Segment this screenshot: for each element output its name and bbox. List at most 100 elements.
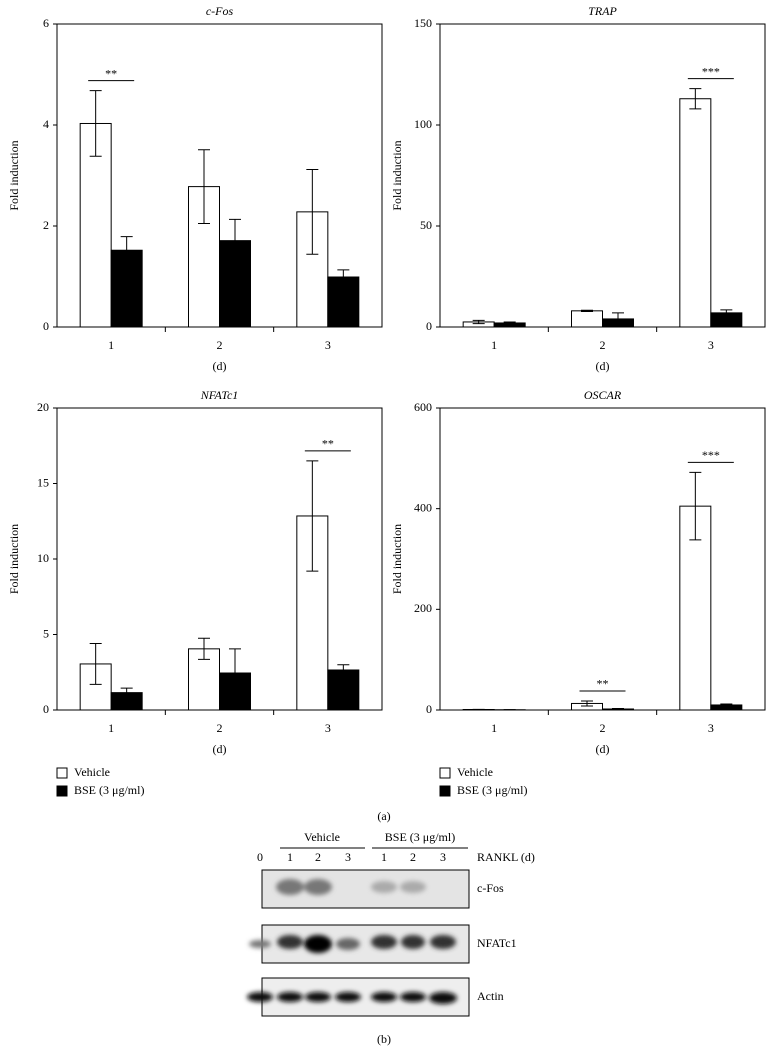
error-bar <box>472 319 485 325</box>
x-axis-label: (d) <box>596 742 610 756</box>
error-bar <box>306 168 319 255</box>
y-tick-label: 4 <box>43 117 49 131</box>
legend-label: BSE (3 μg/ml) <box>74 783 144 797</box>
legend-swatch <box>439 785 451 797</box>
y-tick-label: 600 <box>414 400 432 414</box>
error-bar <box>581 700 593 707</box>
chart-title: OSCAR <box>584 388 622 402</box>
x-tick-label: 1 <box>491 721 497 735</box>
y-axis-label: Fold induction <box>390 524 404 594</box>
y-tick-label: 15 <box>37 475 49 489</box>
error-bar <box>503 321 516 325</box>
lane-label: 1 <box>381 850 387 864</box>
lane-label: 2 <box>410 850 416 864</box>
error-bar <box>689 88 702 110</box>
error-bar <box>120 236 133 265</box>
legend-label: Vehicle <box>457 765 493 779</box>
x-axis-label: (d) <box>213 359 227 373</box>
error-bar <box>198 637 210 660</box>
panel-label: (b) <box>377 1032 391 1046</box>
lane-label: 1 <box>287 850 293 864</box>
error-bar <box>229 218 241 263</box>
lane-label: 2 <box>315 850 321 864</box>
row-label: Actin <box>477 989 504 1003</box>
y-tick-label: 0 <box>43 319 49 333</box>
error-bar <box>229 648 241 698</box>
y-tick-label: 400 <box>414 500 432 514</box>
x-axis-label: (d) <box>213 742 227 756</box>
x-axis-label: (d) <box>596 359 610 373</box>
y-axis-label: Fold induction <box>7 140 21 210</box>
bar <box>571 310 603 328</box>
y-axis-label: Fold induction <box>7 524 21 594</box>
error-bar <box>337 269 350 285</box>
y-tick-label: 0 <box>426 702 432 716</box>
group-label: BSE (3 μg/ml) <box>385 830 455 844</box>
error-bar <box>198 149 210 224</box>
legend-swatch <box>56 785 68 797</box>
chart-title: TRAP <box>588 4 617 18</box>
y-tick-label: 5 <box>43 626 49 640</box>
significance-label: *** <box>702 64 720 78</box>
bar <box>327 276 360 328</box>
x-tick-label: 1 <box>491 338 497 352</box>
axis-label: RANKL (d) <box>477 850 535 864</box>
row-label: c-Fos <box>477 881 504 895</box>
error-bar <box>337 664 350 676</box>
x-tick-label: 2 <box>217 338 223 352</box>
x-tick-label: 3 <box>325 338 331 352</box>
x-tick-label: 3 <box>708 721 714 735</box>
error-bar <box>120 687 133 698</box>
chart-title: c-Fos <box>206 4 234 18</box>
significance-label: *** <box>702 448 720 462</box>
y-tick-label: 0 <box>43 702 49 716</box>
bar <box>327 669 360 711</box>
x-tick-label: 3 <box>708 338 714 352</box>
error-bar <box>89 90 102 157</box>
legend-label: BSE (3 μg/ml) <box>457 783 527 797</box>
x-tick-label: 3 <box>325 721 331 735</box>
x-tick-label: 2 <box>217 721 223 735</box>
error-bar <box>612 312 624 326</box>
y-axis-label: Fold induction <box>390 140 404 210</box>
group-label: Vehicle <box>304 830 340 844</box>
y-tick-label: 100 <box>414 117 432 131</box>
western-blot: Vehicle BSE (3 μg/ml) 0 1 2 3 1 2 3 RANK… <box>247 830 535 1017</box>
chart-title: NFATc1 <box>200 388 239 402</box>
y-tick-label: 200 <box>414 601 432 615</box>
error-bar <box>581 309 593 312</box>
x-tick-label: 2 <box>600 721 606 735</box>
y-tick-label: 10 <box>37 551 49 565</box>
legend-label: Vehicle <box>74 765 110 779</box>
error-bar <box>306 460 319 572</box>
y-tick-label: 50 <box>420 218 432 232</box>
bar <box>679 98 712 328</box>
y-tick-label: 0 <box>426 319 432 333</box>
error-bar <box>689 471 702 541</box>
panel-label: (a) <box>377 809 390 823</box>
x-tick-label: 1 <box>108 338 114 352</box>
y-tick-label: 6 <box>43 16 49 30</box>
significance-label: ** <box>597 677 609 691</box>
bands <box>249 935 456 953</box>
lane-label: 3 <box>440 850 446 864</box>
y-tick-label: 2 <box>43 218 49 232</box>
x-tick-label: 2 <box>600 338 606 352</box>
error-bar <box>720 309 733 317</box>
bands <box>276 879 426 895</box>
significance-label: ** <box>105 66 117 80</box>
lane-label: 3 <box>345 850 351 864</box>
legend-swatch <box>439 767 451 779</box>
x-tick-label: 1 <box>108 721 114 735</box>
bands <box>247 992 457 1004</box>
y-tick-label: 20 <box>37 400 49 414</box>
significance-label: ** <box>322 437 334 451</box>
lane-label: 0 <box>257 850 263 864</box>
legend-swatch <box>56 767 68 779</box>
y-tick-label: 150 <box>414 16 432 30</box>
row-label: NFATc1 <box>477 936 517 950</box>
error-bar <box>612 707 624 710</box>
error-bar <box>89 643 102 685</box>
error-bar <box>720 703 733 707</box>
